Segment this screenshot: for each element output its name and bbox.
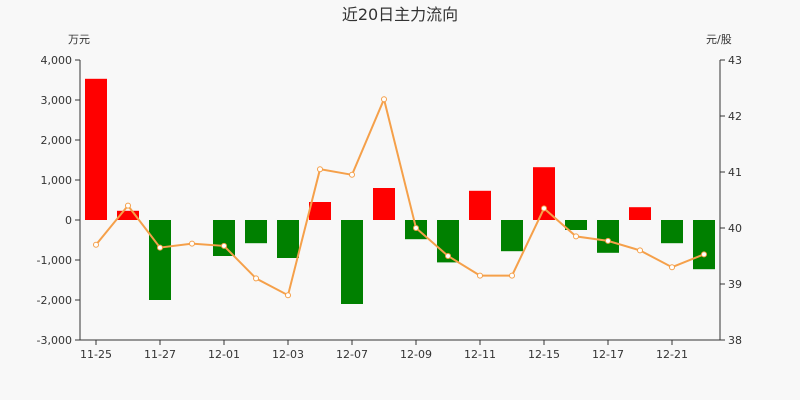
flow-bar bbox=[85, 78, 107, 220]
x-axis-ticks: 11-25 11-27 12-01 12-03 12-07 12-09 12-11 12-15… bbox=[80, 340, 688, 361]
price-point bbox=[93, 241, 99, 248]
price-point bbox=[701, 251, 707, 258]
right-tick-label: 38 bbox=[728, 334, 742, 347]
flow-bar bbox=[117, 210, 139, 220]
left-tick-label: 3,000 bbox=[41, 94, 73, 107]
x-tick-label: 11-27 bbox=[144, 348, 176, 361]
price-point bbox=[541, 205, 547, 212]
right-tick-label: 43 bbox=[728, 54, 742, 67]
left-tick-label: -1,000 bbox=[37, 254, 72, 267]
price-point bbox=[445, 253, 451, 259]
price-point bbox=[189, 240, 195, 247]
left-axis-unit: 万元 bbox=[68, 33, 90, 46]
price-point bbox=[413, 225, 419, 231]
left-tick-label: -3,000 bbox=[37, 334, 72, 347]
price-point bbox=[285, 292, 291, 299]
right-axis-ticks: 38 39 40 41 42 43 bbox=[720, 54, 742, 347]
left-tick-label: -2,000 bbox=[37, 294, 72, 307]
flow-bar bbox=[565, 220, 587, 230]
price-point bbox=[605, 237, 611, 244]
left-axis-ticks: -3,000 -2,000 -1,000 0 1,000 2,000 3,000 4,000 bbox=[37, 54, 80, 347]
price-point bbox=[477, 272, 483, 279]
flow-bar bbox=[213, 220, 235, 256]
flow-bar bbox=[309, 202, 331, 220]
bar-series bbox=[85, 78, 715, 304]
price-point bbox=[573, 233, 579, 240]
x-tick-label: 12-17 bbox=[592, 348, 624, 361]
x-tick-label: 12-09 bbox=[400, 348, 432, 361]
x-tick-label: 12-01 bbox=[208, 348, 240, 361]
flow-bar bbox=[149, 220, 171, 300]
right-tick-label: 42 bbox=[728, 110, 742, 123]
flow-bar bbox=[693, 220, 715, 270]
price-point bbox=[253, 275, 259, 282]
price-point bbox=[349, 171, 355, 178]
price-point bbox=[317, 166, 323, 173]
right-tick-label: 41 bbox=[728, 166, 742, 179]
left-tick-label: 0 bbox=[65, 214, 72, 227]
flow-bar bbox=[245, 220, 267, 244]
flow-bar bbox=[469, 190, 491, 220]
x-tick-label: 12-21 bbox=[656, 348, 688, 361]
right-axis-unit: 元/股 bbox=[706, 33, 732, 46]
right-tick-label: 40 bbox=[728, 222, 742, 235]
left-tick-label: 2,000 bbox=[41, 134, 73, 147]
left-tick-label: 4,000 bbox=[41, 54, 73, 67]
x-tick-label: 12-15 bbox=[528, 348, 560, 361]
x-tick-label: 11-25 bbox=[80, 348, 112, 361]
flow-bar bbox=[341, 220, 363, 304]
x-tick-label: 12-11 bbox=[464, 348, 496, 361]
flow-bar bbox=[373, 188, 395, 220]
price-point bbox=[221, 242, 227, 249]
price-point bbox=[381, 96, 387, 103]
price-point bbox=[157, 244, 163, 251]
price-point bbox=[637, 247, 643, 254]
price-point bbox=[669, 264, 675, 271]
x-tick-label: 12-03 bbox=[272, 348, 304, 361]
left-tick-label: 1,000 bbox=[41, 174, 73, 187]
price-point bbox=[509, 272, 515, 279]
flow-bar bbox=[533, 167, 555, 220]
price-point bbox=[125, 202, 131, 209]
price-line-series bbox=[93, 96, 707, 299]
price-line bbox=[95, 96, 705, 297]
flow-bar bbox=[629, 207, 651, 220]
chart-title: 近20日主力流向 bbox=[342, 5, 458, 24]
flow-bar bbox=[277, 220, 299, 258]
flow-bar bbox=[597, 220, 619, 253]
x-tick-label: 12-07 bbox=[336, 348, 368, 361]
right-tick-label: 39 bbox=[728, 278, 742, 291]
flow-bar bbox=[501, 220, 523, 252]
flow-bar bbox=[661, 220, 683, 244]
